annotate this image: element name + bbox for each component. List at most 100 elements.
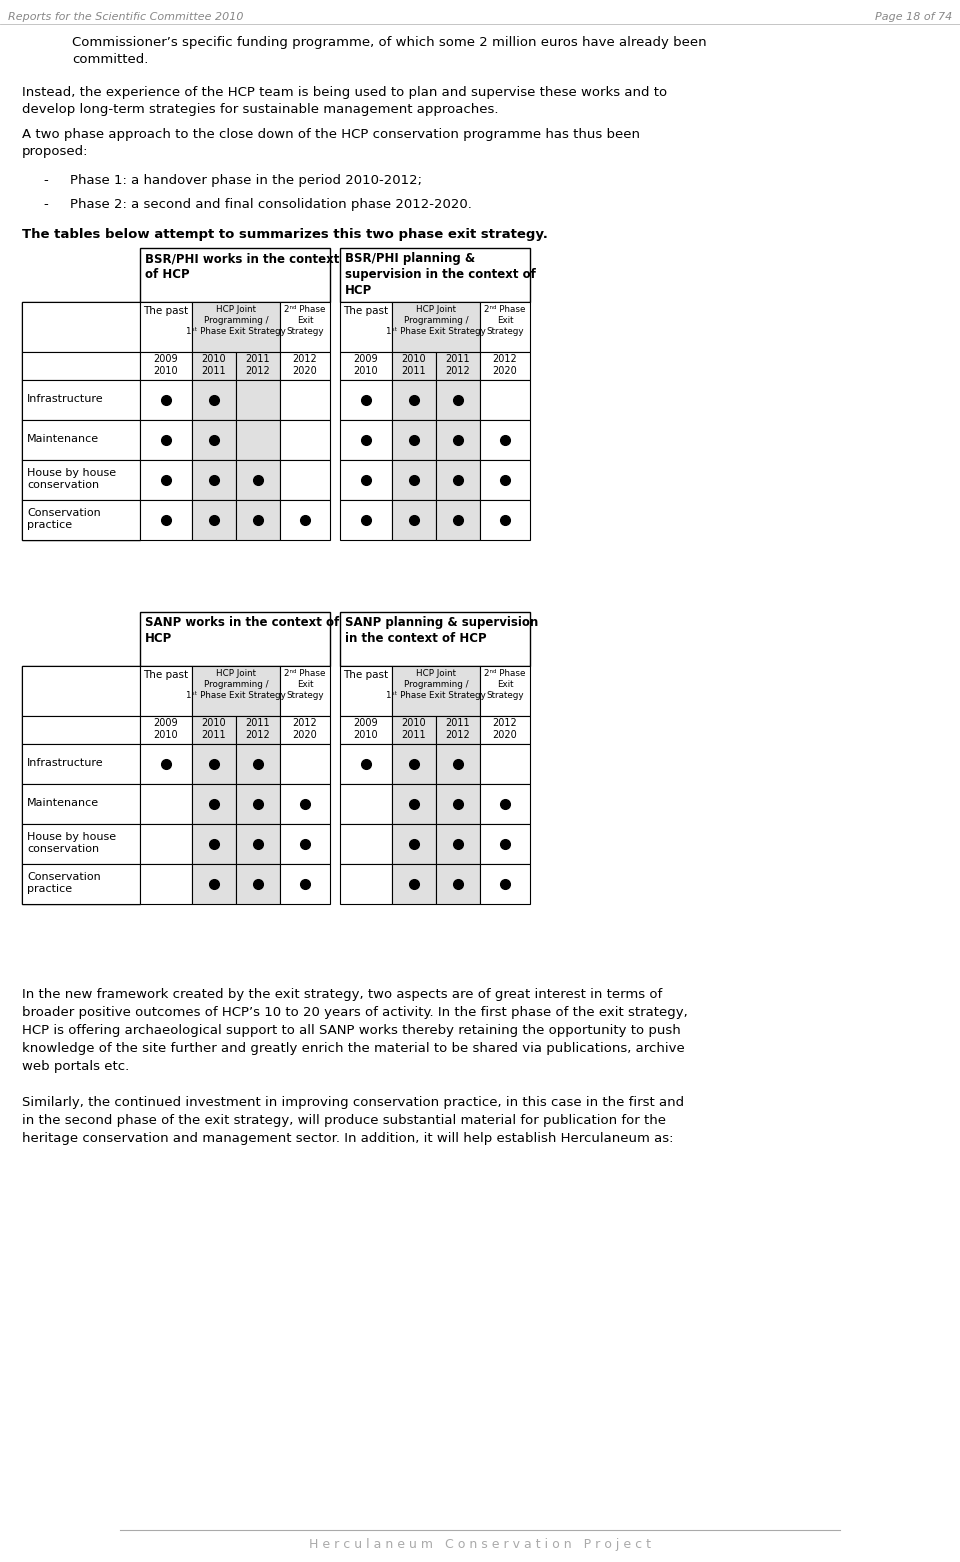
Bar <box>140 380 192 420</box>
Bar <box>140 500 192 540</box>
Text: 2009
2010: 2009 2010 <box>154 355 179 375</box>
Bar <box>140 612 330 665</box>
Bar <box>140 248 330 301</box>
Bar <box>436 500 480 540</box>
Bar <box>140 744 192 784</box>
Text: The past: The past <box>344 306 389 316</box>
Text: 2012
2020: 2012 2020 <box>492 355 517 375</box>
Bar <box>280 864 330 904</box>
Bar <box>236 459 280 500</box>
Bar <box>480 351 530 380</box>
Text: 2009
2010: 2009 2010 <box>154 719 179 739</box>
Bar <box>22 864 140 904</box>
Text: 2010
2011: 2010 2011 <box>202 355 227 375</box>
Bar <box>480 784 530 825</box>
Bar <box>22 301 140 351</box>
Bar <box>280 459 330 500</box>
Text: House by house
conservation: House by house conservation <box>27 833 116 854</box>
Bar <box>340 665 392 715</box>
Text: 2012
2020: 2012 2020 <box>492 719 517 739</box>
Bar <box>340 351 392 380</box>
Bar <box>340 301 392 351</box>
Text: The past: The past <box>143 306 188 316</box>
Text: 2009
2010: 2009 2010 <box>353 355 378 375</box>
Bar <box>392 665 480 715</box>
Text: Similarly, the continued investment in improving conservation practice, in this : Similarly, the continued investment in i… <box>22 1097 684 1145</box>
Bar <box>436 459 480 500</box>
Bar <box>140 301 192 351</box>
Text: 2ⁿᵈ Phase
Exit
Strategy: 2ⁿᵈ Phase Exit Strategy <box>484 305 526 336</box>
Bar <box>192 744 236 784</box>
Bar <box>236 420 280 459</box>
Bar <box>280 715 330 744</box>
Bar <box>392 351 436 380</box>
Text: HCP Joint
Programming /
1ˢᵗ Phase Exit Strategy: HCP Joint Programming / 1ˢᵗ Phase Exit S… <box>386 669 486 700</box>
Bar <box>192 665 280 715</box>
Bar <box>22 715 140 744</box>
Text: Conservation
practice: Conservation practice <box>27 508 101 530</box>
Text: In the new framework created by the exit strategy, two aspects are of great inte: In the new framework created by the exit… <box>22 989 687 1073</box>
Bar <box>192 380 236 420</box>
Text: 2ⁿᵈ Phase
Exit
Strategy: 2ⁿᵈ Phase Exit Strategy <box>284 669 325 700</box>
Bar <box>280 420 330 459</box>
Bar <box>480 864 530 904</box>
Bar <box>22 744 140 784</box>
Bar <box>140 351 192 380</box>
Bar <box>280 380 330 420</box>
Bar <box>340 612 530 665</box>
Text: Instead, the experience of the HCP team is being used to plan and supervise thes: Instead, the experience of the HCP team … <box>22 86 667 116</box>
Text: 2010
2011: 2010 2011 <box>401 719 426 739</box>
Bar <box>280 825 330 864</box>
Bar <box>280 351 330 380</box>
Bar <box>436 715 480 744</box>
Bar <box>236 500 280 540</box>
Bar <box>280 500 330 540</box>
Bar <box>436 744 480 784</box>
Bar <box>140 864 192 904</box>
Bar <box>192 864 236 904</box>
Text: The tables below attempt to summarizes this two phase exit strategy.: The tables below attempt to summarizes t… <box>22 228 548 241</box>
Text: -     Phase 1: a handover phase in the period 2010-2012;: - Phase 1: a handover phase in the perio… <box>44 173 422 187</box>
Text: 2012
2020: 2012 2020 <box>293 719 318 739</box>
Bar <box>236 864 280 904</box>
Bar <box>22 665 140 904</box>
Bar <box>192 459 236 500</box>
Bar <box>22 351 140 380</box>
Bar <box>392 380 436 420</box>
Bar <box>392 301 480 351</box>
Bar <box>340 864 392 904</box>
Text: House by house
conservation: House by house conservation <box>27 469 116 490</box>
Bar <box>340 825 392 864</box>
Bar <box>340 500 392 540</box>
Text: SANP planning & supervision
in the context of HCP: SANP planning & supervision in the conte… <box>345 615 539 645</box>
Bar <box>392 500 436 540</box>
Bar <box>22 301 140 540</box>
Text: Page 18 of 74: Page 18 of 74 <box>875 12 952 22</box>
Bar <box>22 459 140 500</box>
Bar <box>22 665 140 715</box>
Text: Maintenance: Maintenance <box>27 434 99 444</box>
Bar <box>436 784 480 825</box>
Text: 2011
2012: 2011 2012 <box>445 719 470 739</box>
Bar <box>22 420 140 459</box>
Bar <box>140 715 192 744</box>
Text: BSR/PHI works in the context
of HCP: BSR/PHI works in the context of HCP <box>145 251 340 281</box>
Text: Conservation
practice: Conservation practice <box>27 872 101 893</box>
Bar <box>236 784 280 825</box>
Bar <box>392 420 436 459</box>
Bar <box>140 420 192 459</box>
Text: 2ⁿᵈ Phase
Exit
Strategy: 2ⁿᵈ Phase Exit Strategy <box>284 305 325 336</box>
Bar <box>436 351 480 380</box>
Bar <box>192 825 236 864</box>
Bar <box>392 744 436 784</box>
Bar <box>392 825 436 864</box>
Bar <box>22 825 140 864</box>
Bar <box>140 459 192 500</box>
Bar <box>192 351 236 380</box>
Bar <box>480 744 530 784</box>
Text: The past: The past <box>143 670 188 679</box>
Bar <box>192 784 236 825</box>
Bar <box>192 420 236 459</box>
Bar <box>140 825 192 864</box>
Bar <box>280 784 330 825</box>
